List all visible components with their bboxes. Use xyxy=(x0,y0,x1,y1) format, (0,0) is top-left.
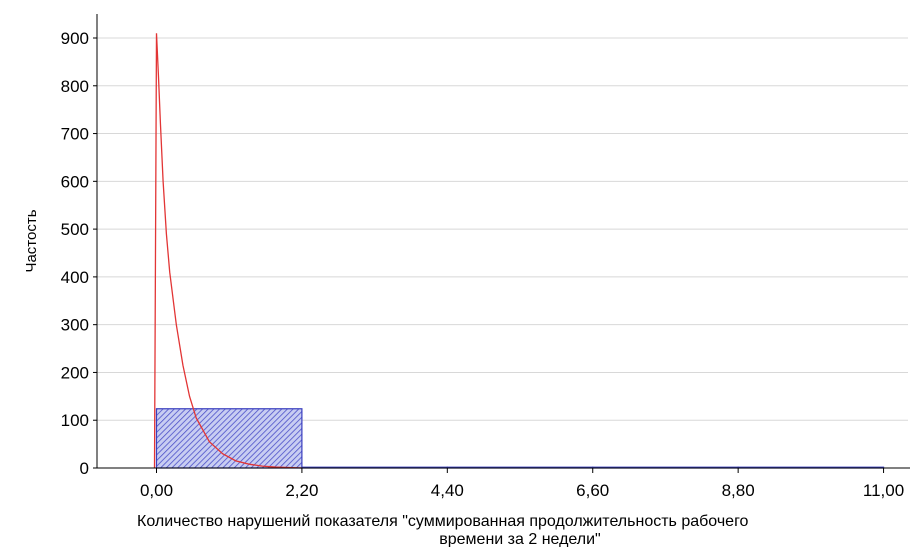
y-axis-label: Частость xyxy=(23,209,40,272)
x-axis-label-line: времени за 2 недели" xyxy=(439,531,600,547)
x-axis-label-line: Количество нарушений показателя "суммиро… xyxy=(137,513,749,530)
labels-layer: Частость Количество нарушений показателя … xyxy=(23,209,749,548)
ticks-layer: 0 100 200 300 400 500 600 700 800 900 0,00 2,20 4,40… xyxy=(61,29,905,500)
y-tick-label: 500 xyxy=(61,220,89,239)
x-tick-label: 0,00 xyxy=(140,481,173,500)
bars-layer xyxy=(155,408,885,469)
x-tick-label: 11,00 xyxy=(863,481,904,500)
x-tick-label: 6,60 xyxy=(576,481,609,500)
x-tick-label: 8,80 xyxy=(722,481,755,500)
x-tick-label: 4,40 xyxy=(431,481,464,500)
axes-layer xyxy=(96,14,910,469)
x-tick-label: 2,20 xyxy=(285,481,318,500)
y-tick-label: 300 xyxy=(61,316,89,335)
curve-layer xyxy=(153,33,302,469)
grid-layer xyxy=(97,37,908,421)
y-tick-label: 900 xyxy=(61,29,89,48)
histogram-bar xyxy=(155,408,303,469)
fit-curve-line xyxy=(153,33,302,469)
y-tick-label: 100 xyxy=(61,411,89,430)
y-tick-label: 700 xyxy=(61,125,89,144)
y-tick-label: 200 xyxy=(61,363,89,382)
y-tick-label: 600 xyxy=(61,172,89,191)
y-tick-label: 0 xyxy=(80,459,89,478)
y-tick-label: 800 xyxy=(61,77,89,96)
y-tick-label: 400 xyxy=(61,268,89,287)
